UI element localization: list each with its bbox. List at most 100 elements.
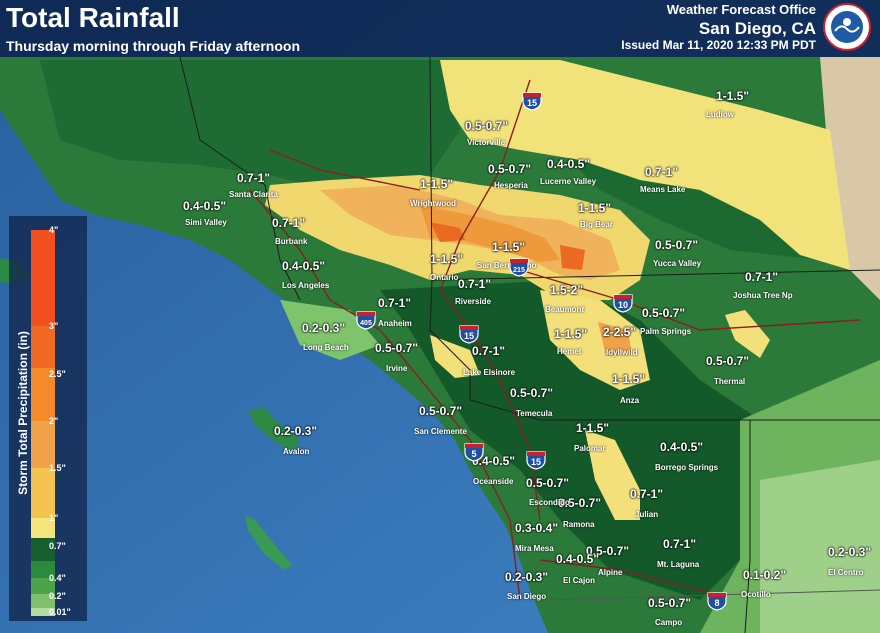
legend-band xyxy=(31,608,55,616)
interstate-shield-icon: 5 xyxy=(464,443,484,462)
rainfall-amount-label: 0.5-0.7" xyxy=(655,238,699,252)
city-label: Beaumont xyxy=(545,305,585,314)
city-label: Lucerne Valley xyxy=(540,177,597,186)
rainfall-amount-label: 0.7-1" xyxy=(272,216,306,230)
legend-band xyxy=(31,368,55,421)
city-label: Alpine xyxy=(598,568,623,577)
rainfall-amount-label: 1-1.5" xyxy=(716,89,750,103)
city-label: San Bernardino xyxy=(477,261,537,270)
rainfall-amount-label: 0.5-0.7" xyxy=(510,386,554,400)
rainfall-amount-label: 0.7-1" xyxy=(745,270,779,284)
zone-light-coast xyxy=(280,300,380,360)
interstate-number: 215 xyxy=(513,267,525,274)
city-label: Escondido xyxy=(529,498,570,507)
interstate-number: 15 xyxy=(464,331,474,341)
city-label: Los Angeles xyxy=(282,281,330,290)
city-label: Victorville xyxy=(467,138,506,147)
rainfall-amount-label: 1-1.5" xyxy=(612,372,646,386)
rainfall-amount-label: 2-2.5" xyxy=(603,325,637,339)
city-label: Means Lake xyxy=(640,185,686,194)
legend-band xyxy=(31,578,55,594)
rainfall-amount-label: 1.5-2" xyxy=(550,283,584,297)
legend-band xyxy=(31,538,55,561)
rainfall-amount-label: 0.7-1" xyxy=(472,344,506,358)
catalina-island xyxy=(248,408,300,452)
zone-orange xyxy=(420,205,560,262)
city-label: Thermal xyxy=(714,377,746,386)
zone-orange-idyllwild xyxy=(598,322,632,356)
city-label: Palomar xyxy=(574,444,606,453)
rainfall-amount-label: 1-1.5" xyxy=(430,252,464,266)
rainfall-amount-label: 0.2-0.3" xyxy=(505,570,549,584)
city-label: El Cajon xyxy=(563,576,596,585)
city-label: Hemet xyxy=(557,347,582,356)
rainfall-amount-label: 0.2-0.3" xyxy=(302,321,346,335)
interstate-number: 10 xyxy=(618,300,628,310)
rainfall-amount-label: 0.5-0.7" xyxy=(465,119,509,133)
city-label: Anza xyxy=(620,396,640,405)
header-bar: Total Rainfall Thursday morning through … xyxy=(0,0,880,57)
rainfall-amount-label: 0.4-0.5" xyxy=(556,552,600,566)
rainfall-amount-label: 0.4-0.5" xyxy=(183,199,227,213)
zone-orange-peak-2 xyxy=(560,245,585,270)
rainfall-amount-label: 1-1.5" xyxy=(420,177,454,191)
rainfall-amount-label: 0.5-0.7" xyxy=(375,341,419,355)
rainfall-amount-label: 0.2-0.3" xyxy=(828,545,872,559)
legend-band xyxy=(31,594,55,608)
legend-tick-label: 3" xyxy=(49,321,59,331)
city-label: Ramona xyxy=(563,520,595,529)
rainfall-amount-label: 0.5-0.7" xyxy=(642,306,686,320)
city-label: Lake Elsinore xyxy=(463,368,516,377)
zone-dark-north xyxy=(40,60,460,190)
city-label: Burbank xyxy=(275,237,308,246)
rainfall-amount-label: 1-1.5" xyxy=(576,421,610,435)
issued-timestamp: Issued Mar 11, 2020 12:33 PM PDT xyxy=(621,38,816,52)
rainfall-amount-label: 0.4-0.5" xyxy=(547,157,591,171)
rainfall-amount-label: 0.7-1" xyxy=(378,296,412,310)
legend-tick-label: 0.01" xyxy=(49,607,71,617)
rainfall-amount-label: 0.7-1" xyxy=(645,165,679,179)
legend-color-bar xyxy=(31,230,55,616)
interstate-shield-icon: 8 xyxy=(707,592,727,611)
city-label: Mt. Laguna xyxy=(657,560,700,569)
legend-tick-label: 2" xyxy=(49,416,59,426)
precip-legend: Storm Total Precipitation (in) xyxy=(9,216,87,621)
city-label: Campo xyxy=(655,618,683,627)
rainfall-amount-label: 1-1.5" xyxy=(492,240,526,254)
city-label: Long Beach xyxy=(303,343,349,352)
interstate-shield-icon: 405 xyxy=(356,311,376,330)
legend-tick-label: 2.5" xyxy=(49,369,66,379)
zone-dark-south xyxy=(380,280,760,600)
zone-yellow-joshua xyxy=(725,310,770,358)
interstate-number: 15 xyxy=(527,98,537,108)
city-label: Avalon xyxy=(283,447,310,456)
county-lines xyxy=(179,56,880,633)
office-city: San Diego, CA xyxy=(698,19,816,38)
terrain-tan xyxy=(820,57,880,300)
interstate-shield-icon: 215 xyxy=(509,258,529,277)
legend-tick-label: 0.2" xyxy=(49,591,66,601)
city-label: Mira Mesa xyxy=(515,544,554,553)
city-label: Ludlow xyxy=(706,110,734,119)
zone-yellow-north xyxy=(440,60,850,270)
interstate-shield-icon: 10 xyxy=(613,294,633,313)
city-label: Idyllwild xyxy=(606,348,638,357)
rainfall-amount-label: 0.5-0.7" xyxy=(488,162,532,176)
city-label: Anaheim xyxy=(378,319,412,328)
legend-band xyxy=(31,468,55,518)
office-name: Weather Forecast Office xyxy=(666,2,816,17)
rainfall-amount-label: 0.1-0.2" xyxy=(743,568,787,582)
legend-band xyxy=(31,326,55,368)
interstate-shield-icon: 15 xyxy=(522,92,542,111)
city-label: Santa Clarita xyxy=(229,190,278,199)
city-label: Wrightwood xyxy=(410,199,457,208)
city-label: Palm Springs xyxy=(640,327,692,336)
city-label: Riverside xyxy=(455,297,492,306)
rainfall-amount-label: 0.4-0.5" xyxy=(472,454,516,468)
zone-yellow-palomar xyxy=(585,430,640,520)
city-label: Joshua Tree Np xyxy=(733,291,793,300)
rainfall-amount-label: 0.5-0.7" xyxy=(419,404,463,418)
rainfall-amount-label: 0.7-1" xyxy=(237,171,271,185)
rainfall-amount-label: 0.5-0.7" xyxy=(558,496,602,510)
